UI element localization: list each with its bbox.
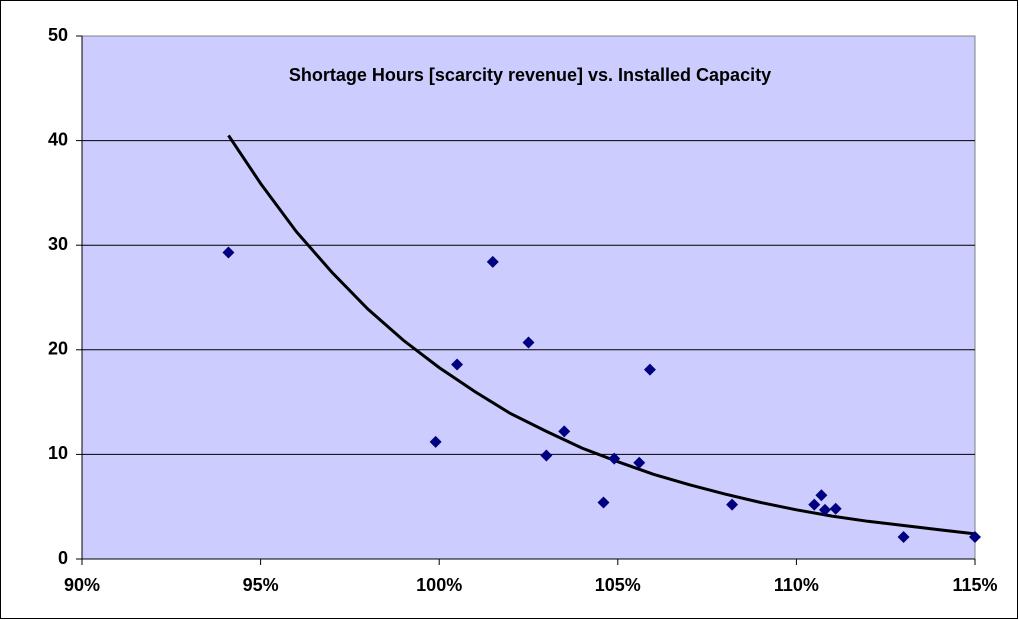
data-point [540,449,553,462]
trendline [227,134,976,536]
data-point [486,255,499,268]
data-point [451,358,464,371]
data-point [969,531,981,544]
data-point [897,531,910,544]
data-point [429,435,442,448]
x-tick-label: 95% [243,575,279,595]
data-point [522,336,535,349]
plot-area [81,35,976,560]
x-tick-label: 100% [416,575,462,595]
data-point [633,456,646,469]
x-tick-label: 115% [952,575,997,595]
data-point [829,502,842,515]
y-tick-label: 50 [48,25,68,45]
data-point [726,498,739,511]
y-tick-label: 40 [48,129,68,149]
data-point [597,496,610,509]
x-tick-label: 110% [774,575,819,595]
x-tick-label: 105% [595,575,641,595]
data-point [643,363,656,376]
data-point [818,503,831,516]
y-tick-label: 10 [48,443,68,463]
data-point [808,498,821,511]
y-tick-label: 0 [58,548,68,568]
y-tick-label: 20 [48,339,68,359]
data-point [608,452,621,465]
x-tick-label: 90% [64,575,100,595]
data-point [222,246,235,259]
data-point [815,489,828,502]
y-tick-label: 30 [48,234,68,254]
data-point [558,425,571,438]
chart-title: Shortage Hours [scarcity revenue] vs. In… [289,65,771,85]
